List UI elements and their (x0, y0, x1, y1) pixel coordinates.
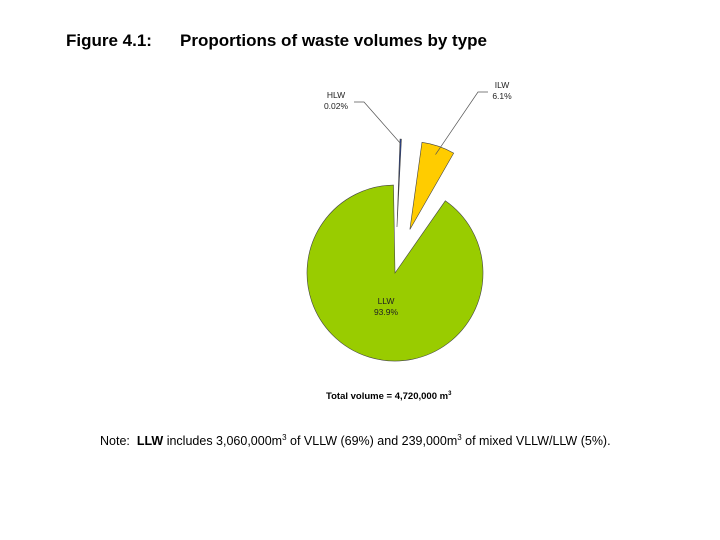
pie-slice-llw (306, 184, 484, 362)
note-sup-1: 3 (282, 433, 287, 442)
figure-number: Figure 4.1: (66, 31, 152, 50)
total-volume-unit-exponent: 3 (448, 391, 452, 397)
chart-note: Note: LLW includes 3,060,000m3 of VLLW (… (100, 433, 611, 448)
note-part-1: includes 3,060,000m (163, 434, 283, 449)
leader-line-ilw (435, 91, 488, 155)
label-llw-name: LLW (378, 296, 395, 306)
note-part-2: of VLLW (69%) and 239,000m (286, 434, 458, 449)
note-llw: LLW (136, 434, 164, 449)
figure-title-text: Proportions of waste volumes by type (180, 31, 488, 50)
label-ilw-name: ILW (495, 80, 509, 90)
note-part-3: of mixed VLLW/LLW (5%). (461, 434, 611, 449)
label-llw-value: 93.9% (374, 307, 399, 317)
pie-slice-ilw (409, 141, 455, 230)
note-lead: Note: (100, 434, 130, 449)
pie-slice-hlw (396, 138, 402, 228)
figure-title: Figure 4.1: Proportions of waste volumes … (66, 31, 487, 51)
note-sup-2: 3 (457, 433, 462, 442)
total-volume: Total volume = 4,720,000 m3 (326, 391, 451, 402)
label-hlw-name: HLW (327, 90, 345, 100)
total-volume-text: Total volume = 4,720,000 m (326, 391, 449, 403)
label-hlw-value: 0.02% (324, 101, 349, 111)
label-ilw-value: 6.1% (492, 91, 512, 101)
leader-line-hlw (354, 101, 401, 144)
